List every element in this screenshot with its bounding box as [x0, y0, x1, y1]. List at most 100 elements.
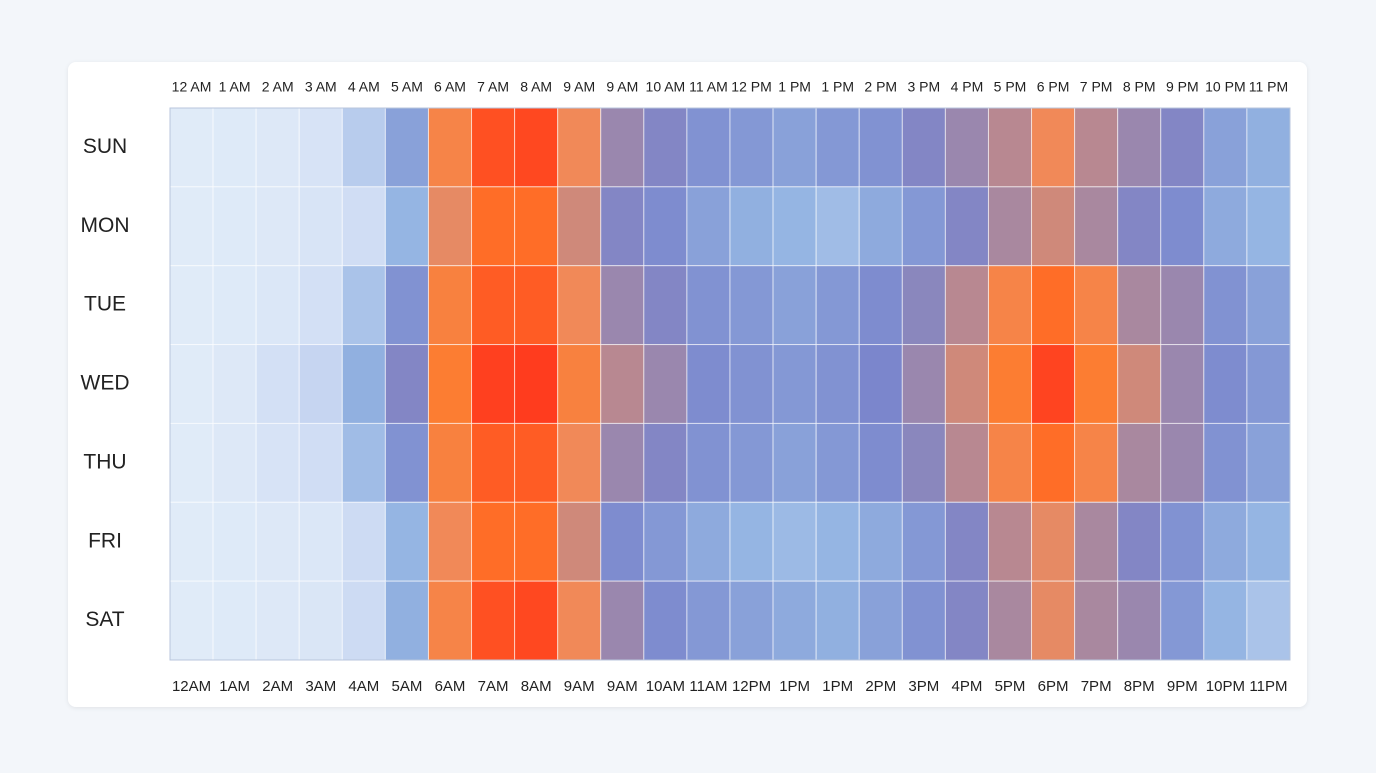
heat-cell — [384, 580, 429, 661]
heat-cell — [298, 422, 343, 503]
x-label-bottom: 8PM — [1124, 678, 1155, 695]
x-label-top: 11 AM — [689, 79, 728, 95]
x-label-bottom: 6PM — [1038, 678, 1069, 695]
heat-cell — [1117, 501, 1162, 582]
x-label-top: 3 PM — [908, 79, 941, 95]
heat-cell — [987, 580, 1033, 661]
x-label-bottom: 6AM — [435, 678, 466, 695]
heat-cell — [729, 501, 774, 582]
x-label-bottom: 2AM — [262, 678, 293, 695]
heat-cell — [384, 344, 429, 424]
heat-cell — [686, 344, 731, 424]
heat-cell — [643, 186, 688, 267]
heat-cell — [1246, 501, 1291, 582]
heat-cell — [1203, 344, 1248, 424]
heat-cell — [600, 580, 645, 661]
heat-cell — [858, 107, 903, 188]
heat-cell — [212, 580, 257, 661]
heat-cell — [169, 344, 214, 424]
x-label-bottom: 4PM — [952, 678, 983, 695]
heat-cell — [901, 422, 946, 503]
heat-cell — [298, 344, 343, 424]
heat-cell — [169, 107, 214, 188]
heat-cell — [815, 501, 860, 582]
x-label-top: 6 PM — [1037, 79, 1070, 95]
heat-cell — [1246, 344, 1291, 424]
x-label-top: 1 AM — [219, 79, 251, 95]
heat-cell — [1160, 107, 1205, 188]
heat-cell — [1160, 580, 1205, 661]
heat-cell — [427, 107, 473, 188]
heat-cell — [298, 580, 343, 661]
heat-cell — [944, 580, 989, 661]
row-label: FRI — [88, 529, 122, 552]
heat-cell — [643, 265, 688, 346]
heat-cell — [471, 107, 516, 188]
heat-cell — [1031, 580, 1076, 661]
heat-cell — [341, 265, 386, 346]
x-label-bottom: 5PM — [995, 678, 1026, 695]
heat-cell — [944, 107, 989, 188]
heat-cell — [427, 501, 473, 582]
x-label-bottom: 11AM — [689, 678, 727, 695]
heat-cell — [944, 265, 989, 346]
heat-cell — [686, 580, 731, 661]
heat-cell — [514, 344, 559, 424]
heat-cell — [341, 107, 386, 188]
heat-cell — [600, 422, 645, 503]
heat-cell — [514, 422, 559, 503]
heat-cell — [600, 107, 645, 188]
heat-cell — [212, 344, 257, 424]
heat-cell — [1160, 344, 1205, 424]
x-label-top: 7 AM — [477, 79, 509, 95]
x-label-top: 9 AM — [563, 79, 595, 95]
heat-cell — [772, 580, 817, 661]
heat-cell — [987, 107, 1033, 188]
heat-cell — [298, 265, 343, 346]
heat-cell — [858, 580, 903, 661]
x-label-bottom: 1AM — [219, 678, 250, 695]
heat-cell — [169, 186, 214, 267]
heat-cell — [1246, 107, 1291, 188]
heat-cell — [944, 422, 989, 503]
heat-cell — [815, 265, 860, 346]
heat-cell — [901, 265, 946, 346]
heat-cell — [772, 107, 817, 188]
heat-cell — [255, 344, 300, 424]
heat-cell — [255, 422, 300, 503]
heat-cell — [1203, 422, 1248, 503]
heat-cell — [1031, 344, 1076, 424]
heat-cell — [557, 344, 602, 424]
heat-cell — [1074, 422, 1119, 503]
heat-cell — [901, 501, 946, 582]
heat-cell — [1074, 344, 1119, 424]
heat-cell — [858, 501, 903, 582]
heat-cell — [600, 501, 645, 582]
heat-cell — [1074, 580, 1119, 661]
x-label-bottom: 2PM — [865, 678, 896, 695]
x-label-top: 5 PM — [994, 79, 1027, 95]
heat-cell — [1031, 501, 1076, 582]
heat-cell — [686, 422, 731, 503]
heat-cell — [686, 501, 731, 582]
heat-cell — [643, 107, 688, 188]
x-label-bottom: 10AM — [646, 678, 685, 695]
heat-cell — [772, 422, 817, 503]
heat-cell — [686, 265, 731, 346]
heat-cell — [643, 580, 688, 661]
x-label-top: 8 PM — [1123, 79, 1156, 95]
heat-cell — [1074, 186, 1119, 267]
heat-cell — [1203, 186, 1248, 267]
heat-cell — [341, 580, 386, 661]
heat-cell — [384, 186, 429, 267]
heat-cell — [212, 107, 257, 188]
x-label-top: 1 PM — [821, 79, 854, 95]
x-label-top: 11 PM — [1249, 79, 1288, 95]
heat-cell — [772, 265, 817, 346]
heat-cell — [901, 580, 946, 661]
heat-cell — [643, 501, 688, 582]
heat-cell — [427, 344, 473, 424]
heat-cell — [858, 186, 903, 267]
